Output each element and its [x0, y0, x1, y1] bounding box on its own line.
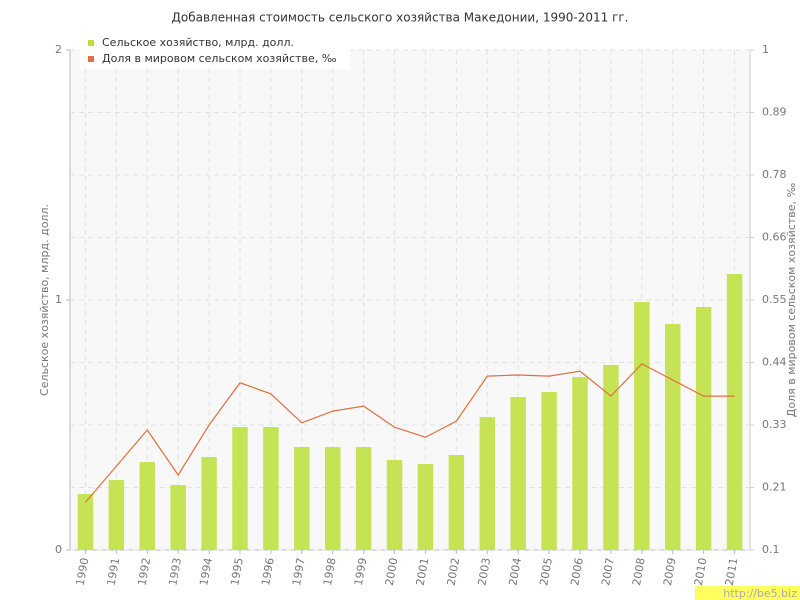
x-tick-label: 2007 [599, 557, 617, 587]
bar [572, 377, 588, 550]
x-tick-label: 1990 [74, 557, 92, 587]
bar [665, 324, 681, 550]
x-tick-label: 2008 [630, 557, 648, 587]
y2-tick-label: 0.44 [762, 356, 787, 369]
x-tick-label: 2011 [723, 557, 741, 587]
x-tick-label: 2010 [692, 557, 710, 587]
bar [726, 274, 743, 550]
bar [695, 307, 712, 550]
bar [139, 462, 155, 550]
chart-title: Добавленная стоимость сельского хозяйств… [171, 11, 628, 25]
watermark-bg [695, 586, 800, 600]
bar [232, 427, 248, 550]
bar [170, 485, 186, 550]
x-tick-label: 1991 [105, 557, 123, 587]
bar [201, 457, 217, 550]
bar [355, 447, 372, 550]
x-tick-label: 1996 [259, 557, 277, 587]
x-tick-label: 2000 [383, 557, 401, 587]
x-tick-label: 1992 [136, 557, 154, 587]
x-tick-label: 2006 [568, 557, 586, 587]
line [84, 363, 735, 503]
legend-label: Доля в мировом сельском хозяйстве, ‰ [102, 52, 337, 65]
bar [448, 455, 465, 550]
bar [634, 302, 650, 550]
bar [417, 464, 434, 550]
x-tick-label: 2003 [476, 557, 494, 587]
y2-tick-label: 1 [762, 43, 769, 56]
y-axis-title: Сельское хозяйство, млрд. долл. [38, 204, 51, 396]
y2-tick-label: 0.66 [762, 231, 787, 244]
y2-tick-label: 0.89 [762, 106, 787, 119]
watermark: http://be5.biz [723, 587, 797, 600]
bar [263, 427, 279, 550]
y2-tick-label: 0.55 [762, 293, 787, 306]
legend-swatch [88, 56, 94, 62]
y2-tick-label: 0.33 [762, 418, 787, 431]
bar [479, 417, 495, 550]
x-tick-label: 2001 [414, 557, 432, 587]
x-tick-label: 1998 [321, 557, 339, 587]
legend-label: Сельское хозяйство, млрд. долл. [102, 36, 294, 49]
x-tick-label: 2009 [661, 557, 679, 587]
legend: Сельское хозяйство, млрд. долл. Доля в ми… [80, 35, 350, 69]
y2-tick-label: 0.1 [762, 543, 780, 556]
bar [541, 392, 557, 550]
y2-axis-title: Доля в мировом сельском хозяйстве, ‰ [785, 183, 798, 418]
y2-tick-label: 0.78 [762, 168, 787, 181]
bar [325, 447, 341, 550]
y-tick-label: 0 [55, 543, 62, 556]
x-tick-label: 2002 [445, 557, 463, 587]
bar [108, 480, 125, 550]
legend-box [80, 35, 350, 69]
bar [77, 494, 94, 550]
y-tick-label: 2 [55, 43, 62, 56]
x-tick-label: 2005 [537, 557, 555, 587]
bar [603, 365, 619, 550]
bar [294, 447, 310, 550]
bar [510, 397, 526, 550]
bar [386, 460, 403, 550]
x-tick-label: 2004 [506, 557, 524, 587]
y2-tick-label: 0.21 [762, 481, 787, 494]
x-tick-label: 1993 [166, 557, 184, 587]
x-tick-label: 1994 [197, 557, 215, 587]
legend-swatch [88, 40, 94, 46]
x-tick-label: 1999 [352, 557, 370, 587]
y-tick-label: 1 [55, 293, 62, 306]
x-tick-label: 1995 [228, 557, 246, 587]
x-tick-label: 1997 [290, 557, 308, 587]
